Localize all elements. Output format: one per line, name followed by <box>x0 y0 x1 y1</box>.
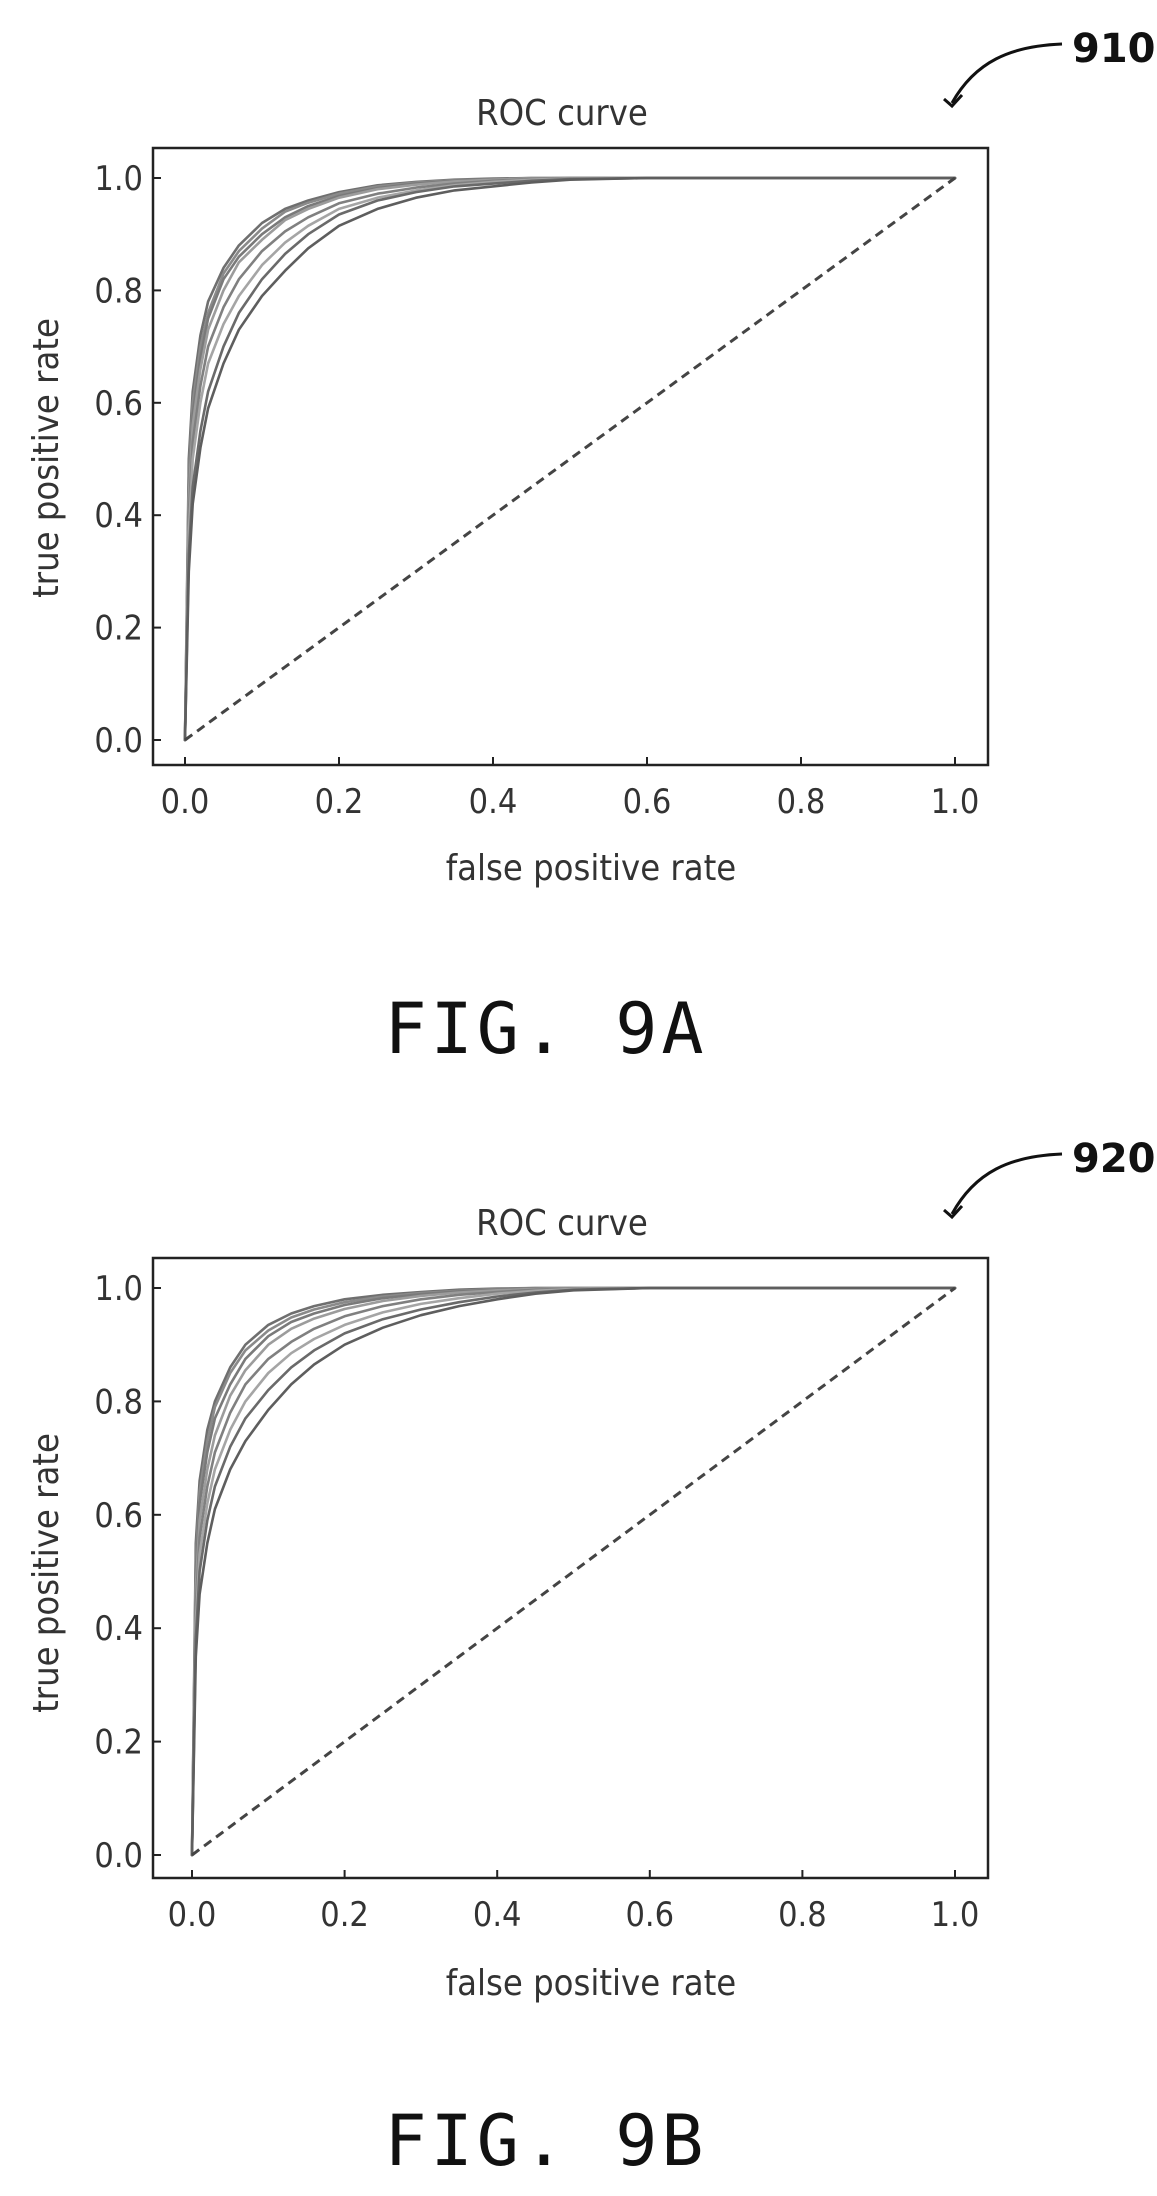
x-tick-label: 0.8 <box>778 1895 827 1935</box>
figure-9b: 920 ROC curve 0.0 0.2 0.4 0.6 0.8 1.0 0.00.20… <box>26 1136 1156 2182</box>
roc-curve-line <box>183 176 957 742</box>
x-tick-label: 0.0 <box>161 782 210 822</box>
y-tick-label: 0.0 <box>94 721 143 761</box>
reference-arrow-920 <box>950 1152 1063 1215</box>
y-tick-label: 0.6 <box>94 384 143 424</box>
x-tick-label: 0.6 <box>625 1895 674 1935</box>
y-tick-label: 0.8 <box>94 271 143 311</box>
reference-arrow-910 <box>950 42 1063 104</box>
chart-title: ROC curve <box>476 93 648 134</box>
chance-diagonal-line <box>191 1286 956 1857</box>
roc-curves <box>183 176 957 742</box>
y-tick-label: 0.8 <box>94 1382 143 1422</box>
y-tick-label: 0.4 <box>94 1609 143 1649</box>
roc-curve-line <box>190 1286 957 1857</box>
y-tick-label: 0.0 <box>94 1836 143 1876</box>
y-tick-label: 0.2 <box>94 1723 143 1763</box>
figure-9a: 910 ROC curve 0.0 0.2 0.4 0.6 0.8 1.0 0.00.20… <box>26 26 1156 1070</box>
x-tick-label: 0.8 <box>777 782 826 822</box>
y-axis-label: true positive rate <box>26 1433 67 1713</box>
y-tick-label: 0.4 <box>94 496 143 536</box>
x-tick-label: 1.0 <box>931 782 980 822</box>
y-axis-ticks: 0.0 0.2 0.4 0.6 0.8 1.0 <box>94 1269 161 1876</box>
y-axis-label: true positive rate <box>26 318 67 598</box>
plot-frame <box>151 1256 990 1880</box>
x-tick-label: 0.4 <box>469 782 518 822</box>
x-tick-label: 0.2 <box>315 782 364 822</box>
plot-frame <box>151 146 990 767</box>
x-tick-label: 0.2 <box>320 1895 369 1935</box>
roc-curves <box>190 1286 957 1857</box>
reference-arrowhead-920 <box>943 1204 964 1220</box>
figure-caption: FIG. 9A <box>384 988 707 1070</box>
y-axis-ticks: 0.0 0.2 0.4 0.6 0.8 1.0 <box>94 159 161 761</box>
chance-diagonal-line <box>184 176 956 742</box>
y-tick-label: 1.0 <box>94 1269 143 1309</box>
x-axis-label: false positive rate <box>446 848 736 889</box>
x-tick-label: 1.0 <box>931 1895 980 1935</box>
reference-arrowhead-910 <box>943 93 964 109</box>
reference-numeral-910: 910 <box>1072 26 1156 72</box>
y-tick-label: 1.0 <box>94 159 143 199</box>
x-tick-label: 0.4 <box>473 1895 522 1935</box>
x-axis-ticks: 0.0 0.2 0.4 0.6 0.8 1.0 <box>168 1870 980 1935</box>
y-tick-label: 0.2 <box>94 609 143 649</box>
y-tick-label: 0.6 <box>94 1496 143 1536</box>
chart-title: ROC curve <box>476 1203 648 1244</box>
reference-numeral-920: 920 <box>1072 1136 1156 1182</box>
x-axis-label: false positive rate <box>446 1963 736 2004</box>
figure-caption: FIG. 9B <box>384 2100 707 2182</box>
x-axis-ticks: 0.0 0.2 0.4 0.6 0.8 1.0 <box>161 757 980 822</box>
x-tick-label: 0.0 <box>168 1895 217 1935</box>
x-tick-label: 0.6 <box>623 782 672 822</box>
